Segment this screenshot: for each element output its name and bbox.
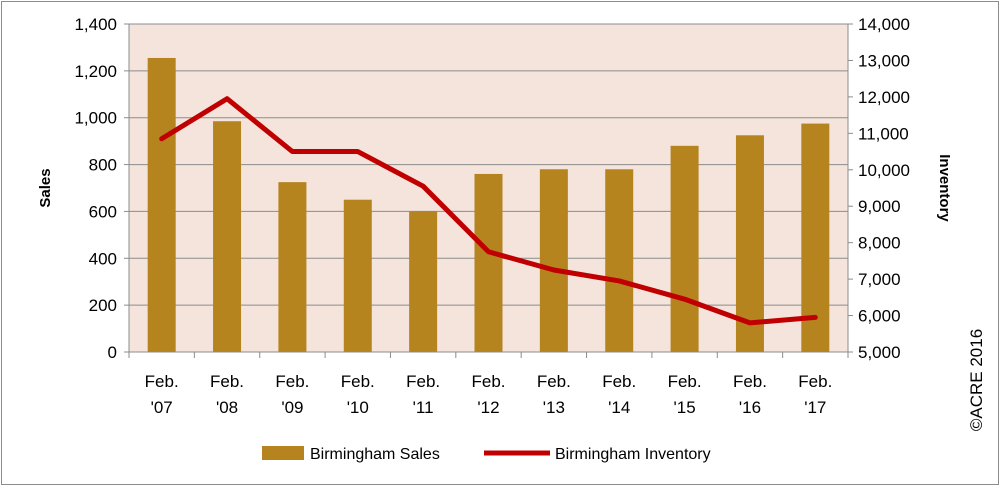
right-tick-label: 10,000 [858,161,910,180]
x-axis-ticks: Feb. '07 Feb. '08 Feb. '09 Feb. '10 Feb. '11 Feb. '… [145,372,833,417]
right-tick-label: 9,000 [858,197,901,216]
bar [343,199,372,352]
x-tick-label: Feb. [798,372,832,391]
x-tick-label: '13 [543,398,565,417]
bar-series [147,57,830,352]
right-tick-label: 7,000 [858,270,901,289]
left-tick-label: 0 [108,343,117,362]
x-tick-label: Feb. [210,372,244,391]
inventory-point [552,268,556,272]
right-axis-ticks: 5,000 6,000 7,000 8,000 9,000 10,000 11,000 12,… [858,15,910,362]
inventory-point [225,97,229,101]
bar [605,169,634,352]
left-tick-label: 600 [89,202,117,221]
inventory-point [160,137,164,141]
x-tick-label: '14 [608,398,630,417]
bar [409,211,438,352]
right-axis-title: Inventory [936,154,953,222]
inventory-point [748,321,752,325]
x-tick-label: '11 [413,398,434,417]
left-axis-ticks: 0 200 400 600 800 1,000 1,200 1,400 [74,15,117,362]
x-tick-label: Feb. [602,372,636,391]
right-tick-label: 11,000 [858,124,909,143]
copyright-credit: ©ACRE 2016 [967,329,986,431]
inventory-point [813,315,817,319]
inventory-point [617,279,621,283]
left-tick-label: 1,400 [74,15,117,34]
x-tick-label: '16 [739,398,761,417]
x-tick-label: '08 [216,398,238,417]
bar [801,123,830,352]
x-tick-label: '07 [151,398,173,417]
right-tick-label: 8,000 [858,234,901,253]
x-tick-label: Feb. [406,372,440,391]
inventory-point [683,297,687,301]
x-tick-label: Feb. [668,372,702,391]
line-series [159,96,818,326]
bar [735,135,764,352]
legend: Birmingham Sales Birmingham Inventory [262,446,711,463]
x-tick-label: Feb. [145,372,179,391]
left-tick-label: 1,000 [74,109,117,128]
right-tick-label: 6,000 [858,307,901,326]
bar [278,182,307,352]
x-tick-label: '10 [347,398,369,417]
legend-swatch-sales [262,446,304,460]
left-tick-label: 200 [89,296,117,315]
x-tick-label: '15 [674,398,696,417]
legend-label-inventory: Birmingham Inventory [555,446,711,463]
legend-label-sales: Birmingham Sales [310,446,440,463]
left-tick-label: 800 [89,156,117,175]
right-tick-label: 5,000 [858,343,901,362]
inventory-point [356,150,360,154]
left-axis-title: Sales [37,168,54,207]
bar [474,173,503,352]
x-tick-label: Feb. [733,372,767,391]
bar [670,145,699,352]
inventory-point [487,250,490,254]
x-tick-label: '17 [804,398,826,417]
x-tick-label: '12 [477,398,499,417]
bar [147,57,176,352]
right-tick-label: 12,000 [858,88,910,107]
left-tick-label: 1,200 [74,62,117,81]
x-tick-label: Feb. [537,372,571,391]
inventory-point [421,184,425,188]
x-tick-label: Feb. [275,372,309,391]
left-tick-label: 400 [89,249,117,268]
right-tick-label: 13,000 [858,51,910,70]
right-tick-label: 14,000 [858,15,910,34]
bar [213,121,242,352]
bar [539,169,568,352]
x-tick-label: '09 [281,398,303,417]
x-tick-label: Feb. [471,372,505,391]
axes [124,23,853,358]
inventory-point [290,150,294,154]
x-tick-label: Feb. [341,372,375,391]
